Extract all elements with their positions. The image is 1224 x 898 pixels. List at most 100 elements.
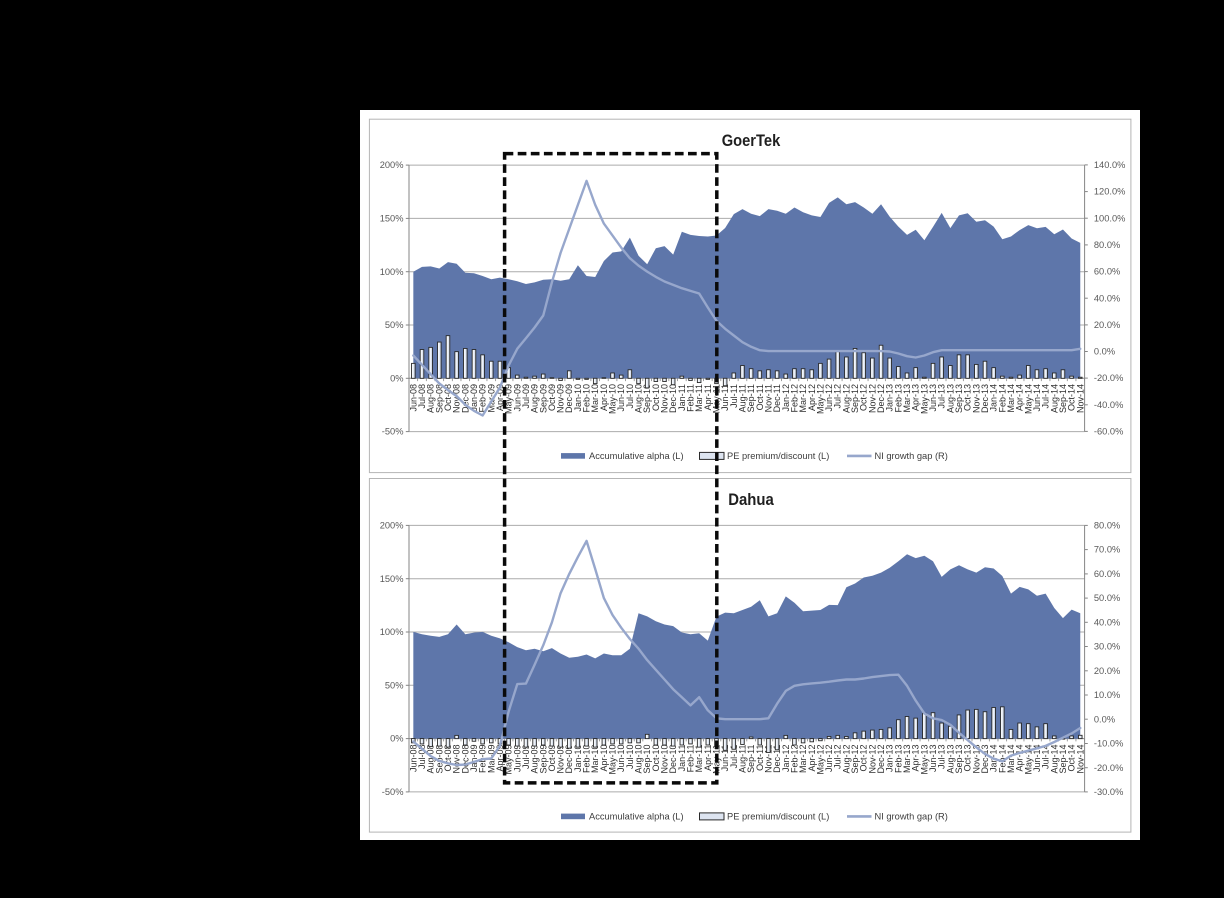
svg-text:0.0%: 0.0% [1094, 714, 1115, 724]
svg-text:Nov-12: Nov-12 [867, 745, 877, 774]
svg-text:Feb-10: Feb-10 [582, 745, 592, 774]
svg-text:Jul-13: Jul-13 [937, 745, 947, 770]
svg-text:Dec-13: Dec-13 [980, 384, 990, 413]
svg-text:May-13: May-13 [919, 384, 929, 414]
svg-text:Aug-14: Aug-14 [1049, 384, 1059, 413]
svg-text:Jan-10: Jan-10 [573, 745, 583, 773]
svg-text:Feb-11: Feb-11 [686, 745, 696, 773]
svg-text:Jun-09: Jun-09 [512, 384, 522, 412]
svg-text:Dec-08: Dec-08 [460, 384, 470, 413]
svg-text:50%: 50% [385, 680, 404, 690]
svg-text:Jul-11: Jul-11 [729, 384, 739, 408]
svg-text:100%: 100% [380, 627, 404, 637]
svg-text:Nov-08: Nov-08 [452, 384, 462, 413]
svg-text:Sep-14: Sep-14 [1058, 745, 1068, 774]
svg-text:Jun-08: Jun-08 [408, 745, 418, 773]
svg-text:Mar-10: Mar-10 [590, 745, 600, 774]
svg-text:Oct-11: Oct-11 [755, 745, 765, 771]
svg-text:60.0%: 60.0% [1094, 569, 1120, 579]
svg-text:Feb-12: Feb-12 [789, 745, 799, 774]
svg-text:Jul-14: Jul-14 [1041, 384, 1051, 409]
svg-text:-20.0%: -20.0% [1094, 373, 1123, 383]
svg-text:Apr-13: Apr-13 [911, 384, 921, 411]
svg-text:-60.0%: -60.0% [1094, 427, 1123, 437]
svg-text:Mar-10: Mar-10 [590, 384, 600, 413]
svg-text:100%: 100% [380, 267, 404, 277]
svg-text:Dahua: Dahua [728, 491, 774, 509]
svg-text:PE premium/discount (L): PE premium/discount (L) [727, 812, 829, 822]
svg-text:Jun-12: Jun-12 [824, 745, 834, 773]
svg-text:May-13: May-13 [919, 745, 929, 775]
svg-text:Apr-12: Apr-12 [807, 745, 817, 772]
svg-text:NI growth gap (R): NI growth gap (R) [875, 451, 948, 461]
svg-text:50%: 50% [385, 320, 404, 330]
svg-text:Accumulative alpha (L): Accumulative alpha (L) [589, 451, 684, 461]
svg-text:NI growth gap (R): NI growth gap (R) [875, 812, 948, 822]
svg-text:0%: 0% [390, 734, 403, 744]
svg-text:-30.0%: -30.0% [1094, 787, 1123, 797]
svg-text:Feb-12: Feb-12 [789, 384, 799, 413]
svg-text:Jul-13: Jul-13 [937, 384, 947, 409]
svg-text:Apr-09: Apr-09 [495, 384, 505, 411]
svg-text:30.0%: 30.0% [1094, 642, 1120, 652]
svg-text:Oct-10: Oct-10 [651, 384, 661, 411]
svg-text:70.0%: 70.0% [1094, 545, 1120, 555]
svg-text:Sep-14: Sep-14 [1058, 384, 1068, 413]
svg-text:10.0%: 10.0% [1094, 690, 1120, 700]
svg-text:Jul-08: Jul-08 [417, 384, 427, 409]
svg-text:-10.0%: -10.0% [1094, 739, 1123, 749]
svg-text:Oct-10: Oct-10 [651, 745, 661, 772]
svg-text:Jun-08: Jun-08 [408, 384, 418, 412]
svg-text:Aug-09: Aug-09 [530, 384, 540, 413]
svg-text:Nov-09: Nov-09 [556, 384, 566, 413]
svg-text:Nov-13: Nov-13 [971, 745, 981, 774]
svg-text:Jun-09: Jun-09 [512, 745, 522, 773]
svg-text:Jun-11: Jun-11 [720, 384, 730, 411]
svg-text:May-14: May-14 [1023, 384, 1033, 414]
svg-text:Jun-10: Jun-10 [616, 745, 626, 773]
svg-text:50.0%: 50.0% [1094, 593, 1120, 603]
svg-text:Sep-09: Sep-09 [538, 745, 548, 774]
svg-text:Nov-14: Nov-14 [1075, 384, 1085, 413]
svg-text:Nov-09: Nov-09 [556, 745, 566, 774]
svg-text:Jul-10: Jul-10 [625, 745, 635, 770]
svg-text:Sep-12: Sep-12 [850, 745, 860, 774]
svg-text:Apr-10: Apr-10 [599, 745, 609, 772]
svg-text:0%: 0% [390, 373, 403, 383]
svg-text:May-12: May-12 [815, 384, 825, 414]
svg-text:Nov-11: Nov-11 [764, 745, 774, 773]
svg-text:Jul-11: Jul-11 [729, 745, 739, 769]
svg-text:May-14: May-14 [1023, 745, 1033, 775]
svg-text:Dec-08: Dec-08 [460, 745, 470, 774]
svg-text:Jan-12: Jan-12 [781, 745, 791, 773]
svg-text:Feb-10: Feb-10 [582, 384, 592, 413]
svg-text:Mar-11: Mar-11 [694, 384, 704, 412]
svg-text:Jan-11: Jan-11 [677, 745, 687, 772]
svg-text:Nov-13: Nov-13 [971, 384, 981, 413]
svg-text:Aug-11: Aug-11 [738, 384, 748, 412]
svg-text:Feb-11: Feb-11 [686, 384, 696, 412]
svg-text:Jul-12: Jul-12 [833, 384, 843, 409]
svg-text:Apr-12: Apr-12 [807, 384, 817, 411]
svg-text:Apr-13: Apr-13 [911, 745, 921, 772]
svg-text:Jan-10: Jan-10 [573, 384, 583, 412]
svg-text:Sep-11: Sep-11 [746, 384, 756, 412]
svg-text:Mar-13: Mar-13 [902, 384, 912, 413]
svg-text:GoerTek: GoerTek [722, 132, 781, 150]
svg-text:Nov-10: Nov-10 [660, 384, 670, 413]
svg-text:Feb-13: Feb-13 [893, 384, 903, 413]
svg-text:Oct-14: Oct-14 [1067, 384, 1077, 411]
svg-text:-40.0%: -40.0% [1094, 400, 1123, 410]
svg-text:150%: 150% [380, 574, 404, 584]
svg-text:Jul-12: Jul-12 [833, 745, 843, 770]
svg-text:May-11: May-11 [712, 384, 722, 413]
svg-text:Jun-14: Jun-14 [1032, 384, 1042, 412]
svg-text:May-10: May-10 [608, 745, 618, 775]
svg-text:Sep-12: Sep-12 [850, 384, 860, 413]
svg-text:Apr-11: Apr-11 [703, 384, 713, 410]
svg-text:Dec-10: Dec-10 [668, 384, 678, 413]
svg-text:Jul-08: Jul-08 [417, 745, 427, 770]
svg-text:Sep-08: Sep-08 [434, 384, 444, 413]
svg-text:Apr-14: Apr-14 [1015, 384, 1025, 411]
svg-text:Feb-09: Feb-09 [478, 384, 488, 413]
